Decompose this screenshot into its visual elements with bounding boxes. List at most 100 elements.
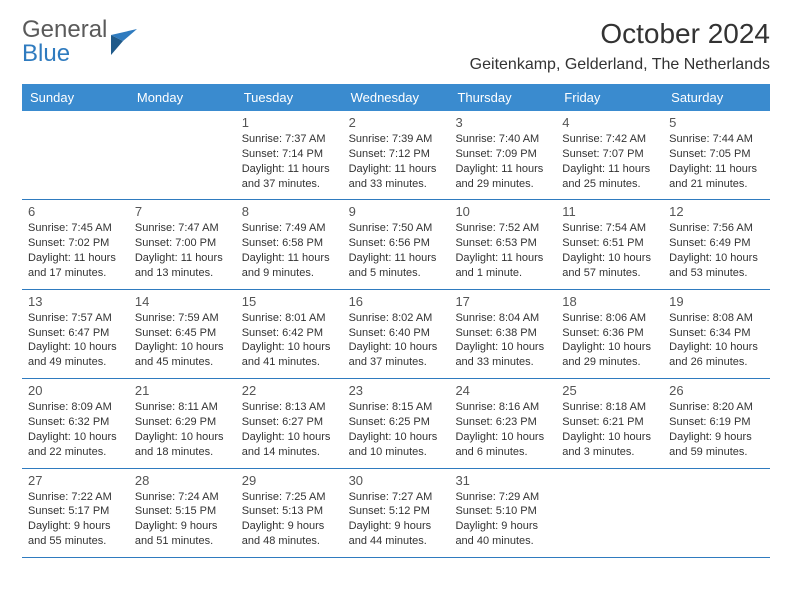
sunset-text: Sunset: 6:19 PM xyxy=(669,415,764,430)
day-info: Sunrise: 8:15 AMSunset: 6:25 PMDaylight:… xyxy=(349,400,444,459)
day-cell: 25 Sunrise: 8:18 AMSunset: 6:21 PMDayligh… xyxy=(556,379,663,467)
sunrise-text: Sunrise: 7:54 AM xyxy=(562,221,657,236)
sunset-text: Sunset: 5:10 PM xyxy=(455,504,550,519)
day-cell: 31Sunrise: 7:29 AMSunset: 5:10 PMDayligh… xyxy=(449,469,556,557)
sunset-text: Sunset: 6:38 PM xyxy=(455,326,550,341)
day-number: 29 xyxy=(242,473,337,488)
day-number: 20 xyxy=(28,383,123,398)
day-cell: 13Sunrise: 7:57 AMSunset: 6:47 PMDayligh… xyxy=(22,290,129,378)
day-info: Sunrise: 8:01 AMSunset: 6:42 PMDaylight:… xyxy=(242,311,337,370)
sunset-text: Sunset: 5:13 PM xyxy=(242,504,337,519)
sunset-text: Sunset: 7:12 PM xyxy=(349,147,444,162)
sunset-text: Sunset: 6:21 PM xyxy=(562,415,657,430)
day-number: 9 xyxy=(349,204,444,219)
daylight-text: Daylight: 10 hours and 33 minutes. xyxy=(455,340,550,370)
sunset-text: Sunset: 7:02 PM xyxy=(28,236,123,251)
day-number: 18 xyxy=(562,294,657,309)
day-number: 21 xyxy=(135,383,230,398)
week-row: 13Sunrise: 7:57 AMSunset: 6:47 PMDayligh… xyxy=(22,290,770,379)
day-number: 8 xyxy=(242,204,337,219)
dow-cell: Tuesday xyxy=(236,84,343,111)
sunset-text: Sunset: 6:53 PM xyxy=(455,236,550,251)
sunrise-text: Sunrise: 7:56 AM xyxy=(669,221,764,236)
sunrise-text: Sunrise: 8:04 AM xyxy=(455,311,550,326)
sunrise-text: Sunrise: 8:18 AM xyxy=(562,400,657,415)
sunrise-text: Sunrise: 8:16 AM xyxy=(455,400,550,415)
sunset-text: Sunset: 7:09 PM xyxy=(455,147,550,162)
logo: General Blue xyxy=(22,18,139,66)
sunrise-text: Sunrise: 8:06 AM xyxy=(562,311,657,326)
sunrise-text: Sunrise: 7:52 AM xyxy=(455,221,550,236)
dow-cell: Sunday xyxy=(22,84,129,111)
day-number: 1 xyxy=(242,115,337,130)
sunset-text: Sunset: 6:27 PM xyxy=(242,415,337,430)
sunrise-text: Sunrise: 7:24 AM xyxy=(135,490,230,505)
daylight-text: Daylight: 10 hours and 26 minutes. xyxy=(669,340,764,370)
sunrise-text: Sunrise: 7:45 AM xyxy=(28,221,123,236)
day-info: Sunrise: 7:42 AMSunset: 7:07 PMDaylight:… xyxy=(562,132,657,191)
logo-text-gray: General xyxy=(22,16,107,43)
day-number: 5 xyxy=(669,115,764,130)
day-cell: 1 Sunrise: 7:37 AMSunset: 7:14 PMDaylight… xyxy=(236,111,343,199)
sunset-text: Sunset: 6:25 PM xyxy=(349,415,444,430)
day-info: Sunrise: 7:54 AMSunset: 6:51 PMDaylight:… xyxy=(562,221,657,280)
day-info: Sunrise: 8:18 AMSunset: 6:21 PMDaylight:… xyxy=(562,400,657,459)
day-cell: 21Sunrise: 8:11 AMSunset: 6:29 PMDayligh… xyxy=(129,379,236,467)
day-number: 2 xyxy=(349,115,444,130)
sunset-text: Sunset: 5:17 PM xyxy=(28,504,123,519)
dow-row: SundayMondayTuesdayWednesdayThursdayFrid… xyxy=(22,84,770,111)
day-number: 12 xyxy=(669,204,764,219)
day-cell: 18Sunrise: 8:06 AMSunset: 6:36 PMDayligh… xyxy=(556,290,663,378)
day-cell: 4 Sunrise: 7:42 AMSunset: 7:07 PMDaylight… xyxy=(556,111,663,199)
day-cell: 28Sunrise: 7:24 AMSunset: 5:15 PMDayligh… xyxy=(129,469,236,557)
day-number: 25 xyxy=(562,383,657,398)
sunset-text: Sunset: 6:40 PM xyxy=(349,326,444,341)
day-cell xyxy=(129,111,236,199)
day-cell: 10Sunrise: 7:52 AMSunset: 6:53 PMDayligh… xyxy=(449,200,556,288)
sunset-text: Sunset: 6:42 PM xyxy=(242,326,337,341)
day-info: Sunrise: 7:27 AMSunset: 5:12 PMDaylight:… xyxy=(349,490,444,549)
header: General Blue October 2024 Geitenkamp, Ge… xyxy=(22,18,770,74)
day-cell: 9Sunrise: 7:50 AMSunset: 6:56 PMDaylight… xyxy=(343,200,450,288)
day-cell: 29 Sunrise: 7:25 AMSunset: 5:13 PMDayligh… xyxy=(236,469,343,557)
month-title: October 2024 xyxy=(470,18,770,50)
day-cell: 14Sunrise: 7:59 AMSunset: 6:45 PMDayligh… xyxy=(129,290,236,378)
sunrise-text: Sunrise: 7:47 AM xyxy=(135,221,230,236)
day-info: Sunrise: 8:04 AMSunset: 6:38 PMDaylight:… xyxy=(455,311,550,370)
daylight-text: Daylight: 9 hours and 44 minutes. xyxy=(349,519,444,549)
sunset-text: Sunset: 5:15 PM xyxy=(135,504,230,519)
sunrise-text: Sunrise: 7:40 AM xyxy=(455,132,550,147)
sunrise-text: Sunrise: 8:11 AM xyxy=(135,400,230,415)
day-cell: 2Sunrise: 7:39 AMSunset: 7:12 PMDaylight… xyxy=(343,111,450,199)
day-info: Sunrise: 7:45 AMSunset: 7:02 PMDaylight:… xyxy=(28,221,123,280)
sunrise-text: Sunrise: 7:39 AM xyxy=(349,132,444,147)
day-cell: 11 Sunrise: 7:54 AMSunset: 6:51 PMDayligh… xyxy=(556,200,663,288)
dow-cell: Monday xyxy=(129,84,236,111)
day-info: Sunrise: 7:37 AMSunset: 7:14 PMDaylight:… xyxy=(242,132,337,191)
day-number: 24 xyxy=(455,383,550,398)
day-number: 13 xyxy=(28,294,123,309)
day-cell: 26Sunrise: 8:20 AMSunset: 6:19 PMDayligh… xyxy=(663,379,770,467)
sunset-text: Sunset: 6:58 PM xyxy=(242,236,337,251)
dow-cell: Thursday xyxy=(449,84,556,111)
daylight-text: Daylight: 10 hours and 22 minutes. xyxy=(28,430,123,460)
location: Geitenkamp, Gelderland, The Netherlands xyxy=(470,56,770,74)
day-info: Sunrise: 7:52 AMSunset: 6:53 PMDaylight:… xyxy=(455,221,550,280)
day-info: Sunrise: 7:25 AMSunset: 5:13 PMDaylight:… xyxy=(242,490,337,549)
day-info: Sunrise: 7:44 AMSunset: 7:05 PMDaylight:… xyxy=(669,132,764,191)
day-number: 11 xyxy=(562,204,657,219)
daylight-text: Daylight: 11 hours and 37 minutes. xyxy=(242,162,337,192)
day-info: Sunrise: 8:20 AMSunset: 6:19 PMDaylight:… xyxy=(669,400,764,459)
daylight-text: Daylight: 10 hours and 45 minutes. xyxy=(135,340,230,370)
daylight-text: Daylight: 11 hours and 17 minutes. xyxy=(28,251,123,281)
sunrise-text: Sunrise: 7:42 AM xyxy=(562,132,657,147)
day-cell: 3Sunrise: 7:40 AMSunset: 7:09 PMDaylight… xyxy=(449,111,556,199)
day-info: Sunrise: 8:02 AMSunset: 6:40 PMDaylight:… xyxy=(349,311,444,370)
dow-cell: Wednesday xyxy=(343,84,450,111)
logo-flag-icon xyxy=(109,25,139,59)
daylight-text: Daylight: 10 hours and 10 minutes. xyxy=(349,430,444,460)
daylight-text: Daylight: 10 hours and 18 minutes. xyxy=(135,430,230,460)
sunrise-text: Sunrise: 7:57 AM xyxy=(28,311,123,326)
day-number: 4 xyxy=(562,115,657,130)
sunrise-text: Sunrise: 7:50 AM xyxy=(349,221,444,236)
